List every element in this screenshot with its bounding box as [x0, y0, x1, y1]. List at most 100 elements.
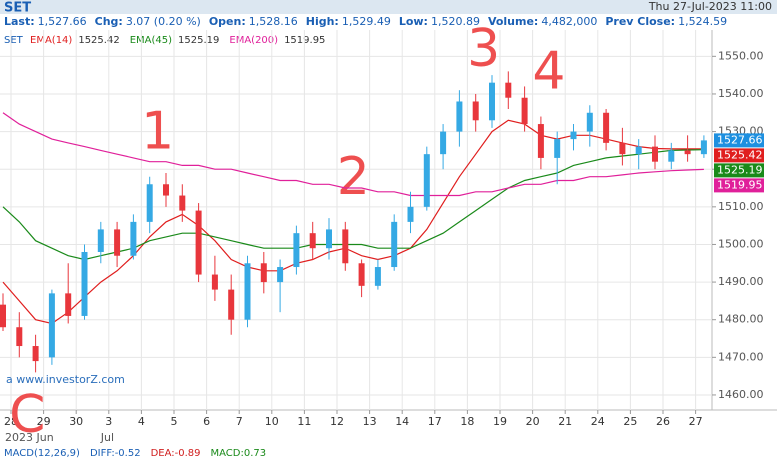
info-label: High: [306, 15, 339, 28]
candle-body [81, 251, 88, 316]
candle-body [521, 97, 528, 125]
x-tick-label: 19 [493, 415, 507, 428]
candle-body [423, 154, 430, 207]
candle-body [456, 101, 463, 132]
info-value: 1,524.59 [678, 15, 727, 28]
ema-line [2, 119, 704, 325]
candle-body [554, 139, 561, 158]
x-tick-label: 18 [460, 415, 474, 428]
x-tick-label: 10 [265, 415, 279, 428]
annotation: C [9, 385, 45, 445]
price-tag [714, 163, 764, 178]
x-tick-label: 26 [656, 415, 670, 428]
macd-text: DIFF:-0.52 [90, 448, 141, 459]
candle-body [684, 150, 691, 155]
candle-body [619, 142, 626, 155]
legend-value: 1525.42 [78, 35, 119, 46]
y-tick-label: 1480.00 [718, 313, 764, 326]
candle-body [309, 233, 316, 249]
x-tick-label: 11 [297, 415, 311, 428]
x-tick-label: 7 [236, 415, 243, 428]
price-tag-label: 1525.42 [717, 148, 763, 161]
x-tick-label: 13 [363, 415, 377, 428]
y-tick-label: 1490.00 [718, 275, 764, 288]
candle-body [407, 206, 414, 222]
annotation: 3 [467, 19, 500, 79]
legend-symbol: SET [4, 35, 24, 46]
x-tick-label: 14 [395, 415, 409, 428]
x-tick-label: 3 [105, 415, 112, 428]
y-tick-label: 1550.00 [718, 49, 764, 62]
plot: 1460.00 1470.00 1480.00 1490.00 1500.00 1510.… [0, 19, 764, 445]
annotation: 2 [337, 147, 370, 207]
candle-body [260, 263, 267, 283]
candle-body [342, 229, 349, 264]
candle-body [652, 146, 658, 162]
symbol: SET [4, 1, 31, 16]
macd-row: MACD(12,26,9) DIFF:-0.52 DEA:-0.89 MACD:0.7… [4, 448, 266, 459]
legend-value: 1525.19 [178, 35, 219, 46]
candle-body [700, 140, 707, 155]
info-value: 1,520.89 [431, 15, 480, 28]
x-tick-label: 4 [138, 415, 145, 428]
candle-body [586, 112, 593, 132]
candle-body [537, 124, 544, 158]
y-tick-label: 1540.00 [718, 87, 764, 100]
price-tag-label: 1527.66 [717, 133, 763, 146]
candle-body [358, 263, 365, 286]
info-value: 4,482,000 [541, 15, 597, 28]
info-label: Volume: [488, 15, 538, 28]
price-tag-label: 1519.95 [717, 178, 763, 191]
info-row: Last: 1,527.66 Chg: 3.07 (0.20 %) Open: 1,528… [4, 15, 727, 28]
x-tick-label: 20 [526, 415, 540, 428]
candle-body [570, 131, 577, 140]
candle-body [293, 233, 300, 268]
info-label: Last: [4, 15, 35, 28]
x-tick-label: 6 [203, 415, 210, 428]
month-label: 2023 Jun [5, 431, 54, 444]
candle-body [277, 267, 284, 283]
ema-line [2, 112, 704, 197]
price-tag [714, 133, 764, 148]
price-tag [714, 178, 764, 193]
macd-text: MACD(12,26,9) [4, 448, 80, 459]
candle-body [603, 112, 610, 143]
candle-body [179, 195, 186, 211]
legend-name: EMA(200) [229, 35, 278, 46]
candle-body [668, 150, 675, 162]
x-tick-label: 29 [37, 415, 51, 428]
x-tick-label: 21 [558, 415, 572, 428]
candle-body [48, 293, 55, 358]
annotation: 4 [532, 42, 565, 102]
candle-body [0, 304, 6, 328]
y-tick-label: 1500.00 [718, 237, 764, 250]
x-tick-label: 24 [591, 415, 605, 428]
info-value: 3.07 (0.20 %) [126, 15, 201, 28]
datetime: Thu 27-Jul-2023 11:00 [648, 0, 772, 13]
y-tick-label: 1510.00 [718, 200, 764, 213]
y-tick-label: 1470.00 [718, 350, 764, 363]
info-value: 1,528.16 [249, 15, 298, 28]
price-tag-label: 1525.19 [717, 163, 763, 176]
info-label: Chg: [95, 15, 123, 28]
candle-body [326, 229, 332, 249]
price-tag [714, 148, 764, 163]
candle-body [244, 263, 251, 320]
candle-body [97, 229, 104, 252]
legend: SETEMA(14)1525.42EMA(45)1525.19EMA(200)1… [4, 35, 325, 46]
month-label: Jul [100, 431, 114, 444]
candle-body [374, 267, 381, 286]
candle-body [440, 131, 447, 155]
annotation: 1 [141, 102, 174, 162]
candle-body [130, 221, 137, 256]
candle-body [228, 289, 235, 320]
candle-body [16, 327, 23, 347]
candle-body [211, 274, 218, 290]
info-label: Low: [399, 15, 428, 28]
candle-body [489, 82, 495, 121]
x-tick-label: 27 [689, 415, 703, 428]
x-tick-label: 28 [4, 415, 18, 428]
info-label: Open: [209, 15, 246, 28]
